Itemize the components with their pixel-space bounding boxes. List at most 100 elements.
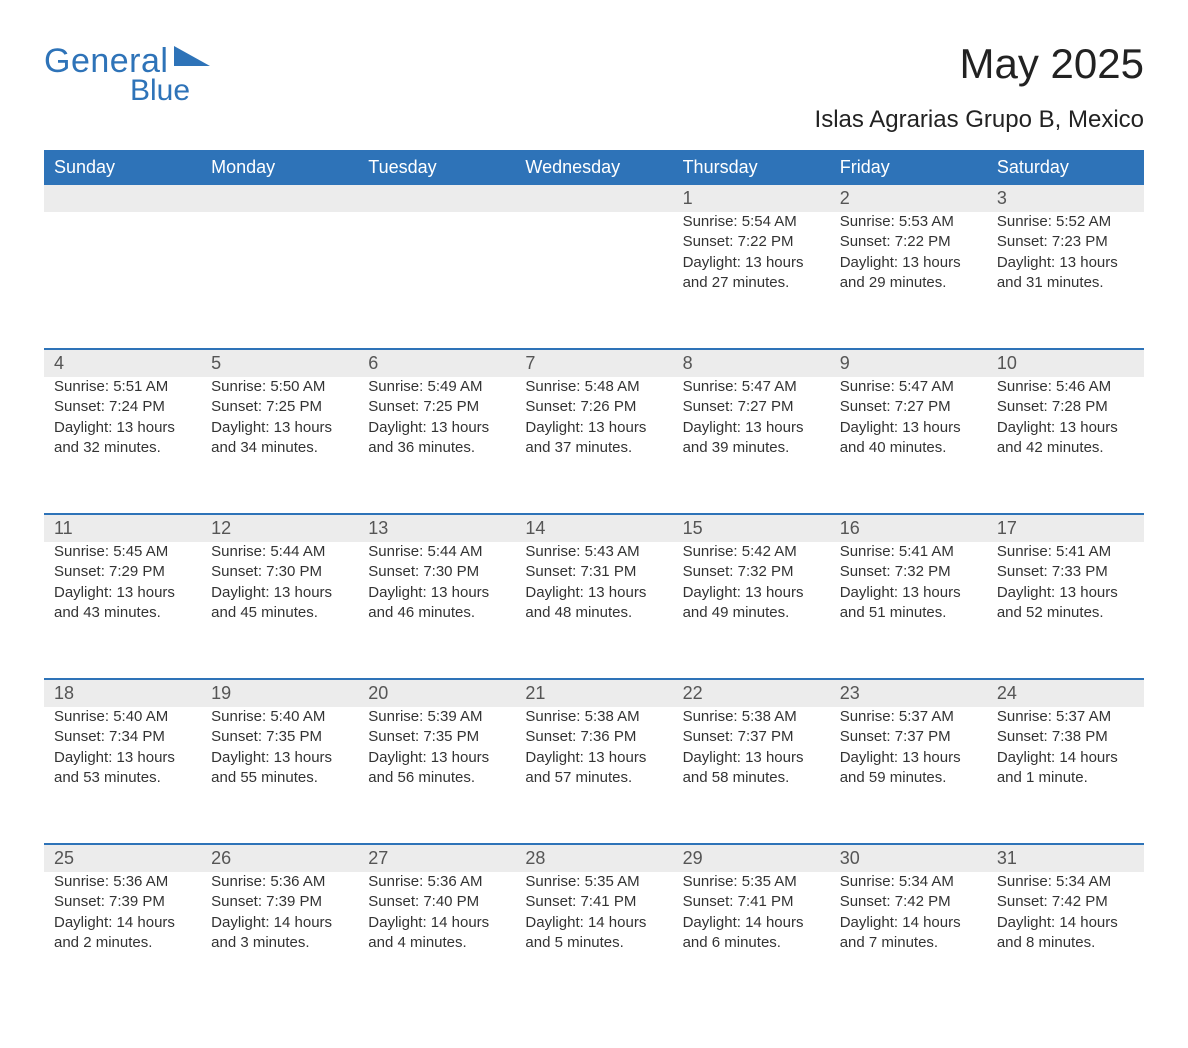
daylight-text: Daylight: 13 hours and 53 minutes. [54, 748, 191, 789]
sunrise-text: Sunrise: 5:40 AM [54, 707, 191, 727]
day-number-row: 18192021222324 [44, 678, 1144, 707]
title-block: May 2025 Islas Agrarias Grupo B, Mexico [815, 40, 1144, 134]
day-cell: Sunrise: 5:42 AMSunset: 7:32 PMDaylight:… [673, 542, 830, 631]
day-number-row: 25262728293031 [44, 843, 1144, 872]
day-number-row: 11121314151617 [44, 513, 1144, 542]
daylight-text: Daylight: 13 hours and 55 minutes. [211, 748, 348, 789]
sunrise-text: Sunrise: 5:36 AM [54, 872, 191, 892]
sunrise-text: Sunrise: 5:38 AM [683, 707, 820, 727]
day-cell: Sunrise: 5:41 AMSunset: 7:32 PMDaylight:… [830, 542, 987, 631]
sunset-text: Sunset: 7:35 PM [211, 727, 348, 747]
month-title: May 2025 [815, 40, 1144, 88]
sunset-text: Sunset: 7:39 PM [54, 892, 191, 912]
day-number: 23 [830, 680, 987, 707]
day-number: 7 [515, 350, 672, 377]
daylight-text: Daylight: 13 hours and 45 minutes. [211, 583, 348, 624]
day-number [44, 185, 201, 212]
day-cell: Sunrise: 5:45 AMSunset: 7:29 PMDaylight:… [44, 542, 201, 631]
location-subtitle: Islas Agrarias Grupo B, Mexico [815, 106, 1144, 134]
day-cell: Sunrise: 5:36 AMSunset: 7:39 PMDaylight:… [44, 872, 201, 961]
day-cell: Sunrise: 5:44 AMSunset: 7:30 PMDaylight:… [358, 542, 515, 631]
sunrise-text: Sunrise: 5:44 AM [368, 542, 505, 562]
brand-triangle-icon [174, 46, 210, 66]
sunrise-text: Sunrise: 5:49 AM [368, 377, 505, 397]
day-number: 5 [201, 350, 358, 377]
day-number: 25 [44, 845, 201, 872]
sunset-text: Sunset: 7:31 PM [525, 562, 662, 582]
daylight-text: Daylight: 14 hours and 7 minutes. [840, 913, 977, 954]
daylight-text: Daylight: 13 hours and 34 minutes. [211, 418, 348, 459]
day-cell [515, 212, 672, 301]
day-number: 6 [358, 350, 515, 377]
sunset-text: Sunset: 7:27 PM [840, 397, 977, 417]
sunrise-text: Sunrise: 5:48 AM [525, 377, 662, 397]
calendar-page: General Blue May 2025 Islas Agrarias Gru… [0, 0, 1188, 1048]
day-number [515, 185, 672, 212]
weekday-header: Wednesday [515, 150, 672, 185]
sunset-text: Sunset: 7:28 PM [997, 397, 1134, 417]
day-cell: Sunrise: 5:47 AMSunset: 7:27 PMDaylight:… [830, 377, 987, 466]
day-number-row: 45678910 [44, 348, 1144, 377]
sunrise-text: Sunrise: 5:34 AM [997, 872, 1134, 892]
day-number: 30 [830, 845, 987, 872]
day-cell: Sunrise: 5:39 AMSunset: 7:35 PMDaylight:… [358, 707, 515, 796]
sunrise-text: Sunrise: 5:51 AM [54, 377, 191, 397]
sunrise-text: Sunrise: 5:37 AM [997, 707, 1134, 727]
sunset-text: Sunset: 7:37 PM [840, 727, 977, 747]
sunset-text: Sunset: 7:25 PM [368, 397, 505, 417]
day-number: 24 [987, 680, 1144, 707]
calendar-grid: Sunday Monday Tuesday Wednesday Thursday… [44, 150, 1144, 1008]
day-cell: Sunrise: 5:38 AMSunset: 7:36 PMDaylight:… [515, 707, 672, 796]
header: General Blue May 2025 Islas Agrarias Gru… [44, 40, 1144, 134]
daylight-text: Daylight: 13 hours and 43 minutes. [54, 583, 191, 624]
day-number: 12 [201, 515, 358, 542]
daylight-text: Daylight: 13 hours and 52 minutes. [997, 583, 1134, 624]
day-number: 14 [515, 515, 672, 542]
day-cell: Sunrise: 5:36 AMSunset: 7:39 PMDaylight:… [201, 872, 358, 961]
day-cell: Sunrise: 5:35 AMSunset: 7:41 PMDaylight:… [515, 872, 672, 961]
daylight-text: Daylight: 13 hours and 37 minutes. [525, 418, 662, 459]
daylight-text: Daylight: 13 hours and 58 minutes. [683, 748, 820, 789]
day-cell: Sunrise: 5:34 AMSunset: 7:42 PMDaylight:… [987, 872, 1144, 961]
day-cell: Sunrise: 5:50 AMSunset: 7:25 PMDaylight:… [201, 377, 358, 466]
weeks-container: 123Sunrise: 5:54 AMSunset: 7:22 PMDaylig… [44, 185, 1144, 1008]
brand-word-2: Blue [130, 76, 254, 106]
day-number: 2 [830, 185, 987, 212]
daylight-text: Daylight: 13 hours and 36 minutes. [368, 418, 505, 459]
sunrise-text: Sunrise: 5:41 AM [840, 542, 977, 562]
day-number: 3 [987, 185, 1144, 212]
sunrise-text: Sunrise: 5:36 AM [211, 872, 348, 892]
daylight-text: Daylight: 14 hours and 4 minutes. [368, 913, 505, 954]
day-number: 8 [673, 350, 830, 377]
sunrise-text: Sunrise: 5:41 AM [997, 542, 1134, 562]
day-number: 13 [358, 515, 515, 542]
daylight-text: Daylight: 13 hours and 59 minutes. [840, 748, 977, 789]
week-row: Sunrise: 5:45 AMSunset: 7:29 PMDaylight:… [44, 542, 1144, 678]
week-row: Sunrise: 5:40 AMSunset: 7:34 PMDaylight:… [44, 707, 1144, 843]
sunrise-text: Sunrise: 5:44 AM [211, 542, 348, 562]
day-number: 21 [515, 680, 672, 707]
day-cell [201, 212, 358, 301]
day-cell: Sunrise: 5:51 AMSunset: 7:24 PMDaylight:… [44, 377, 201, 466]
sunset-text: Sunset: 7:29 PM [54, 562, 191, 582]
sunrise-text: Sunrise: 5:40 AM [211, 707, 348, 727]
day-cell: Sunrise: 5:37 AMSunset: 7:37 PMDaylight:… [830, 707, 987, 796]
sunrise-text: Sunrise: 5:47 AM [683, 377, 820, 397]
daylight-text: Daylight: 13 hours and 42 minutes. [997, 418, 1134, 459]
sunrise-text: Sunrise: 5:53 AM [840, 212, 977, 232]
day-cell: Sunrise: 5:35 AMSunset: 7:41 PMDaylight:… [673, 872, 830, 961]
sunrise-text: Sunrise: 5:39 AM [368, 707, 505, 727]
day-cell [358, 212, 515, 301]
sunrise-text: Sunrise: 5:42 AM [683, 542, 820, 562]
sunset-text: Sunset: 7:30 PM [211, 562, 348, 582]
daylight-text: Daylight: 14 hours and 8 minutes. [997, 913, 1134, 954]
daylight-text: Daylight: 13 hours and 29 minutes. [840, 253, 977, 294]
sunrise-text: Sunrise: 5:54 AM [683, 212, 820, 232]
daylight-text: Daylight: 13 hours and 40 minutes. [840, 418, 977, 459]
sunrise-text: Sunrise: 5:50 AM [211, 377, 348, 397]
sunrise-text: Sunrise: 5:46 AM [997, 377, 1134, 397]
sunrise-text: Sunrise: 5:45 AM [54, 542, 191, 562]
weekday-header: Saturday [987, 150, 1144, 185]
sunset-text: Sunset: 7:26 PM [525, 397, 662, 417]
day-number: 31 [987, 845, 1144, 872]
